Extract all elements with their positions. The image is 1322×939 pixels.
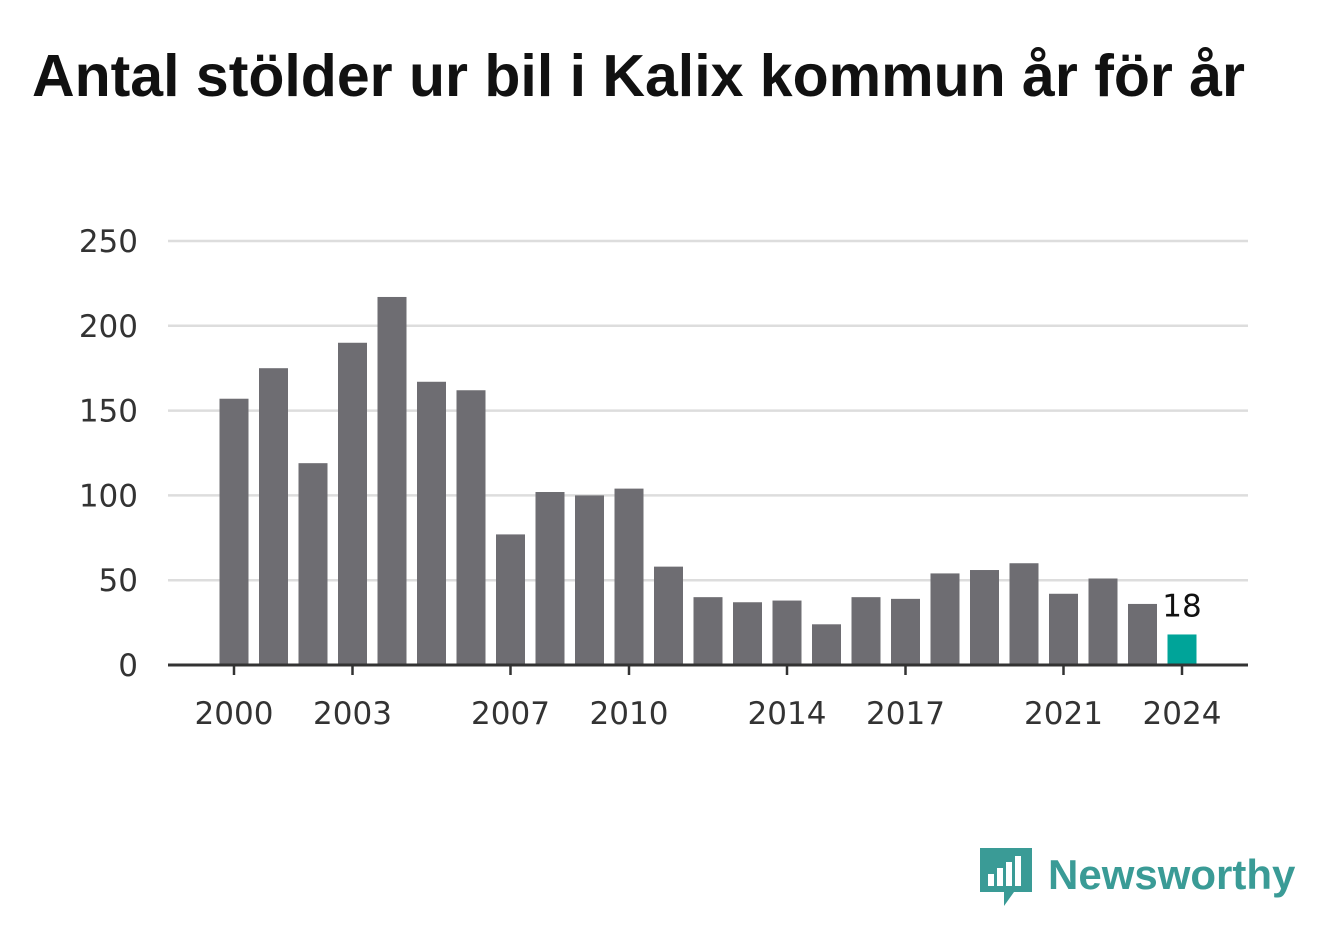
bar-2007 — [496, 534, 525, 665]
x-tick-label: 2000 — [195, 696, 274, 732]
bar-2022 — [1088, 578, 1118, 665]
bars — [219, 296, 1197, 665]
bar-2020 — [1009, 563, 1039, 665]
x-tick-label: 2014 — [748, 696, 827, 732]
bar-2009 — [575, 495, 604, 665]
bar-2016 — [851, 597, 881, 665]
x-tick-label: 2024 — [1143, 696, 1222, 732]
y-tick-label: 200 — [79, 309, 138, 345]
y-tick-label: 50 — [99, 563, 138, 599]
x-tick-label: 2021 — [1024, 696, 1103, 732]
chart-title: Antal stölder ur bil i Kalix kommun år f… — [32, 43, 1246, 109]
y-axis-labels: 0 50 100 150 200 250 — [79, 224, 138, 684]
bar-2003 — [338, 342, 367, 665]
x-tick-label: 2003 — [313, 696, 392, 732]
gridlines — [168, 239, 1248, 582]
bar-2005 — [417, 381, 446, 665]
y-tick-label: 0 — [118, 648, 138, 684]
data-labels: 18 — [1162, 588, 1201, 624]
bar-2011 — [654, 566, 683, 665]
bar-2023 — [1128, 603, 1157, 665]
bar-2014 — [772, 600, 802, 665]
brand-name: Newsworthy — [1048, 851, 1296, 898]
bar-2004 — [377, 296, 407, 665]
y-tick-label: 250 — [79, 224, 138, 260]
bar-2019 — [970, 570, 999, 665]
bar-2002 — [298, 463, 328, 665]
newsworthy-logo: Newsworthy — [980, 848, 1300, 910]
newsworthy-logo-icon — [980, 848, 1032, 906]
x-tick-label: 2017 — [866, 696, 945, 732]
bar-2006 — [456, 390, 486, 665]
data-label-2024: 18 — [1162, 588, 1201, 624]
bar-2010 — [614, 488, 644, 665]
bar-2017 — [891, 598, 920, 665]
x-tick-label: 2010 — [590, 696, 669, 732]
y-tick-label: 150 — [79, 394, 138, 430]
bar-2000 — [219, 398, 249, 665]
bar-2024 — [1167, 634, 1197, 665]
bar-2001 — [259, 368, 288, 665]
bar-2021 — [1049, 593, 1078, 665]
bar-2013 — [733, 602, 762, 665]
bar-chart: 0 50 100 150 200 250 2000 2003 2007 2010 2014 2017… — [79, 224, 1248, 732]
bar-2012 — [693, 597, 723, 665]
x-tick-label: 2007 — [471, 696, 550, 732]
bar-2018 — [930, 573, 960, 665]
bar-2015 — [812, 624, 841, 665]
x-axis: 2000 2003 2007 2010 2014 2017 2021 2024 — [168, 663, 1248, 732]
bar-2008 — [535, 492, 565, 665]
y-tick-label: 100 — [79, 478, 138, 514]
